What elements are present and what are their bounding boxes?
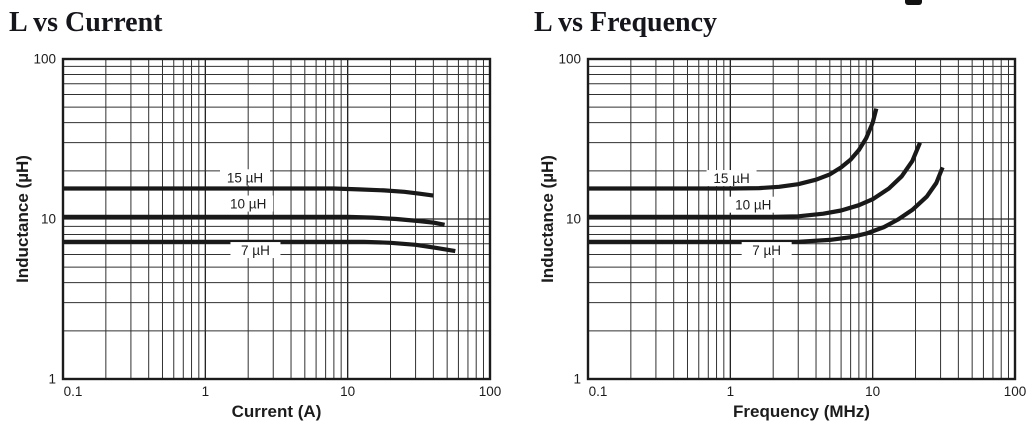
series-curve-10-µh bbox=[588, 141, 922, 219]
y-tick-label: 100 bbox=[558, 52, 581, 67]
chart-title: L vs Frequency bbox=[534, 7, 718, 38]
chart-l-vs-current: L vs Current Inductance (µH) 15 µH 10 µH 7… bbox=[9, 7, 502, 421]
y-tick-label: 1 bbox=[48, 372, 56, 387]
series-label: 15 µH bbox=[713, 171, 749, 186]
x-tick-label: 10 bbox=[865, 384, 880, 399]
y-tick-label: 1 bbox=[573, 372, 581, 387]
chart-title: L vs Current bbox=[9, 7, 163, 38]
x-axis-title: Current (A) bbox=[231, 402, 322, 421]
series-curve-15-µh bbox=[588, 108, 879, 191]
series-label-box bbox=[706, 170, 757, 187]
y-tick-label: 100 bbox=[33, 52, 56, 67]
series-curve-10-µh bbox=[63, 214, 446, 227]
plot-area-l-vs-frequency: 15 µH 10 µH 7 µH 0.1 1 10 100 100 10 1 bbox=[558, 52, 1027, 400]
x-tick-label: 0.1 bbox=[64, 384, 83, 399]
series-curve-7-µh bbox=[588, 166, 945, 244]
x-tick-label: 1 bbox=[727, 384, 735, 399]
series-curve-7-µh bbox=[63, 239, 456, 254]
plot-area-l-vs-current: 15 µH 10 µH 7 µH 0.1 1 10 100 100 10 1 bbox=[33, 52, 502, 400]
x-tick-label: 100 bbox=[479, 384, 502, 399]
cropped-text-fragment bbox=[905, 0, 922, 5]
series-label: 15 µH bbox=[227, 170, 263, 185]
series-label: 7 µH bbox=[752, 243, 781, 258]
plot-border bbox=[586, 57, 1017, 381]
y-tick-label: 10 bbox=[41, 212, 56, 227]
series-label-box bbox=[220, 169, 271, 186]
series-curve-15-µh bbox=[63, 186, 434, 198]
x-tick-label: 100 bbox=[1004, 384, 1027, 399]
x-tick-label: 1 bbox=[202, 384, 210, 399]
plot-border bbox=[61, 57, 492, 381]
series-label: 10 µH bbox=[735, 198, 771, 213]
series-label-box bbox=[741, 242, 792, 259]
y-tick-label: 10 bbox=[566, 212, 581, 227]
x-axis-title: Frequency (MHz) bbox=[733, 402, 870, 421]
series-label-box bbox=[230, 242, 281, 259]
x-tick-label: 10 bbox=[340, 384, 355, 399]
series-label-box bbox=[728, 196, 779, 213]
chart-l-vs-frequency: L vs Frequency Inductance (µH) 15 µH 10 µ… bbox=[525, 0, 1033, 447]
series-label-box bbox=[223, 195, 274, 212]
series-label: 7 µH bbox=[241, 243, 270, 258]
x-tick-label: 0.1 bbox=[589, 384, 608, 399]
series-label: 10 µH bbox=[230, 197, 266, 212]
